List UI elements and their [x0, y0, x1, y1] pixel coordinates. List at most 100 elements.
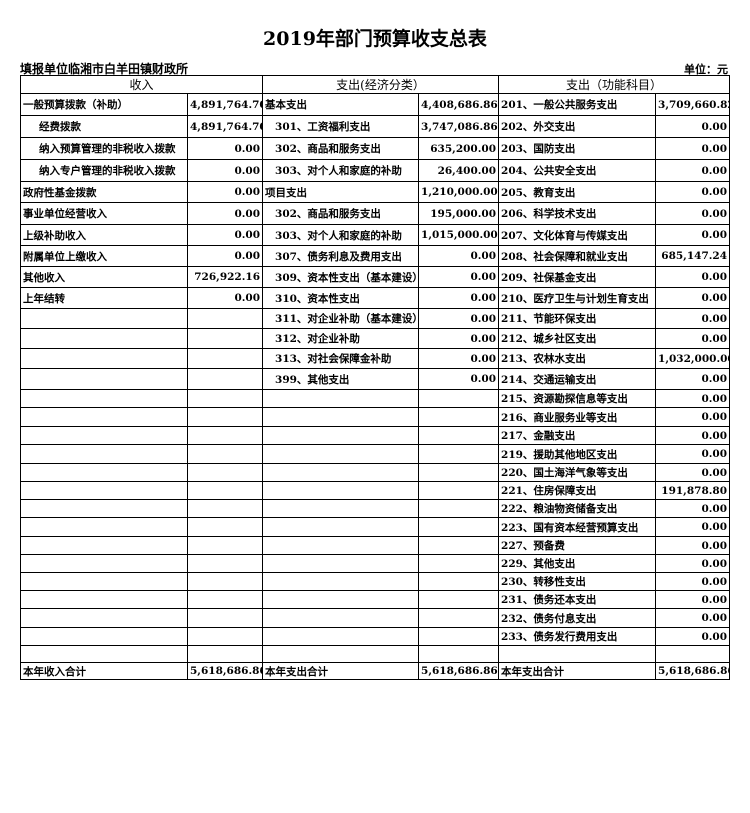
item-cell: 211、节能环保支出	[498, 308, 657, 329]
table-row: 220、国土海洋气象等支出 0.00	[20, 463, 731, 482]
item-cell: 一般预算拨款（补助）	[20, 93, 188, 116]
table-row: 219、援助其他地区支出 0.00	[20, 444, 731, 464]
table-row: 232、债务付息支出 0.00	[20, 608, 731, 628]
amount-cell: 1,210,000.00	[418, 181, 500, 203]
item-cell: 203、国防支出	[498, 137, 657, 160]
item-cell	[262, 608, 420, 628]
amount-cell: 0.00	[655, 590, 731, 609]
item-cell	[20, 499, 188, 518]
item-cell: 227、预备费	[498, 536, 657, 555]
item-cell: 214、交通运输支出	[498, 368, 657, 390]
item-cell: 220、国土海洋气象等支出	[498, 463, 657, 482]
amount-cell: 5,618,686.86	[418, 662, 500, 680]
table-row: 纳入预算管理的非税收入拨款 0.00 302、商品和服务支出 635,200.00 20…	[20, 137, 731, 160]
amount-cell: 0.00	[655, 368, 731, 390]
table-row: 纳入专户管理的非税收入拨款 0.00 303、对个人和家庭的补助 26,400.00 2…	[20, 159, 731, 182]
amount-cell	[655, 645, 731, 663]
item-cell: 206、科学技术支出	[498, 202, 657, 225]
item-cell: 政府性基金拨款	[20, 181, 188, 203]
item-cell	[262, 499, 420, 518]
table-row: 230、转移性支出 0.00	[20, 572, 731, 591]
amount-cell: 0.00	[655, 389, 731, 408]
item-cell: 201、一般公共服务支出	[498, 93, 657, 116]
item-cell	[262, 572, 420, 591]
amount-cell: 0.00	[655, 115, 731, 138]
amount-cell: 0.00	[186, 159, 264, 182]
item-cell	[262, 627, 420, 646]
amount-cell	[186, 554, 264, 573]
item-cell: 311、对企业补助（基本建设）	[262, 308, 420, 329]
amount-cell: 0.00	[655, 181, 731, 203]
item-cell	[20, 608, 188, 628]
item-cell	[262, 407, 420, 427]
table-row: 217、金融支出 0.00	[20, 426, 731, 445]
item-cell: 217、金融支出	[498, 426, 657, 445]
table-row: 216、商业服务业等支出 0.00	[20, 407, 731, 427]
column-header: 支出(经济分类）	[262, 75, 500, 94]
amount-cell: 0.00	[186, 245, 264, 267]
amount-cell	[418, 572, 500, 591]
amount-cell: 0.00	[655, 499, 731, 518]
amount-cell	[186, 368, 264, 390]
amount-cell	[418, 590, 500, 609]
item-cell: 事业单位经营收入	[20, 202, 188, 225]
item-cell	[20, 590, 188, 609]
item-cell	[262, 517, 420, 537]
item-cell	[262, 481, 420, 500]
amount-cell: 1,015,000.00	[418, 224, 500, 246]
amount-cell	[418, 407, 500, 427]
amount-cell	[418, 608, 500, 628]
amount-cell: 0.00	[418, 348, 500, 369]
item-cell: 上年结转	[20, 287, 188, 309]
item-cell: 本年收入合计	[20, 662, 188, 680]
amount-cell	[418, 463, 500, 482]
unit-name: 填报单位临湘市白羊田镇财政所	[20, 62, 189, 76]
table-row: 227、预备费 0.00	[20, 536, 731, 555]
amount-cell: 4,891,764.70	[186, 93, 264, 116]
amount-cell: 0.00	[418, 266, 500, 288]
item-cell: 222、粮油物资储备支出	[498, 499, 657, 518]
amount-cell	[186, 608, 264, 628]
amount-cell: 0.00	[418, 368, 500, 390]
item-cell	[20, 426, 188, 445]
amount-cell: 26,400.00	[418, 159, 500, 182]
item-cell: 233、债务发行费用支出	[498, 627, 657, 646]
item-cell	[262, 426, 420, 445]
column-header: 支出（功能科目）	[498, 75, 731, 94]
item-cell: 310、资本性支出	[262, 287, 420, 309]
item-cell: 上级补助收入	[20, 224, 188, 246]
amount-cell: 0.00	[655, 287, 731, 309]
item-cell: 210、医疗卫生与计划生育支出	[498, 287, 657, 309]
amount-cell: 0.00	[418, 308, 500, 329]
amount-cell: 5,618,686.86	[186, 662, 264, 680]
table-row: 本年收入合计 5,618,686.86 本年支出合计 5,618,686.86 本年支出…	[20, 662, 731, 680]
table-row: 222、粮油物资储备支出 0.00	[20, 499, 731, 518]
amount-cell	[418, 627, 500, 646]
amount-cell: 685,147.24	[655, 245, 731, 267]
item-cell	[20, 572, 188, 591]
table-row: 经费拨款 4,891,764.70 301、工资福利支出 3,747,086.86 20…	[20, 115, 731, 138]
item-cell	[20, 348, 188, 369]
amount-cell	[186, 645, 264, 663]
amount-cell: 0.00	[655, 202, 731, 225]
item-cell: 399、其他支出	[262, 368, 420, 390]
item-cell: 212、城乡社区支出	[498, 328, 657, 349]
amount-cell	[418, 517, 500, 537]
table-row: 上年结转 0.00 310、资本性支出 0.00 210、医疗卫生与计划生育支出 0.00	[20, 287, 731, 309]
column-header: 收入	[19, 75, 264, 94]
amount-cell	[418, 554, 500, 573]
item-cell	[262, 536, 420, 555]
table-row: 一般预算拨款（补助） 4,891,764.70 基本支出 4,408,686.86 20…	[20, 93, 731, 116]
item-cell: 208、社会保障和就业支出	[498, 245, 657, 267]
table-row: 313、对社会保障金补助 0.00 213、农林水支出 1,032,000.00	[20, 348, 731, 369]
item-cell	[20, 645, 188, 663]
item-cell	[262, 590, 420, 609]
amount-cell: 5,618,686.86	[655, 662, 731, 680]
amount-cell: 0.00	[186, 137, 264, 160]
budget-table: 收入 支出(经济分类） 支出（功能科目） 一般预算拨款（补助） 4,891,764…	[19, 75, 731, 680]
item-cell: 313、对社会保障金补助	[262, 348, 420, 369]
amount-cell	[186, 463, 264, 482]
table-row: 附属单位上缴收入 0.00 307、债务利息及费用支出 0.00 208、社会保障和就业…	[20, 245, 731, 267]
amount-cell	[186, 308, 264, 329]
